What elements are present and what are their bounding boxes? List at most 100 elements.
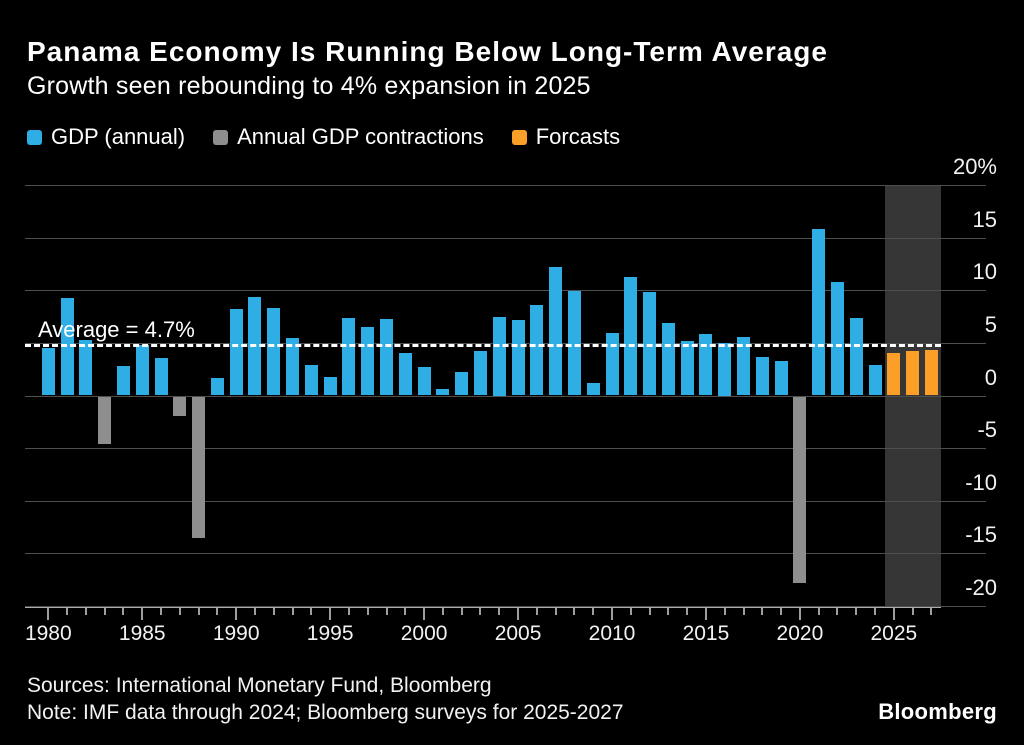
gdp-swatch-icon (27, 129, 42, 145)
gridline--10 (25, 500, 986, 502)
bar-2027 (924, 350, 938, 396)
bar-1999 (398, 353, 412, 396)
x-axis-label-2025: 2025 (870, 622, 918, 645)
bar-2001 (436, 389, 450, 396)
x-tick-1987 (178, 608, 181, 615)
bar-2023 (849, 317, 863, 396)
x-tick-2004 (498, 608, 501, 615)
gridline--20 (25, 606, 986, 607)
x-axis-label-2000: 2000 (400, 622, 448, 645)
bar-2000 (417, 367, 431, 396)
x-tick-2013 (667, 608, 670, 615)
x-tick-2015 (704, 608, 707, 620)
bar-1989 (210, 377, 224, 396)
legend-item-gdp: GDP (annual) (27, 124, 185, 150)
x-axis-ticks: 1980 1985 1990 1995 2000 2005 2010 2015 2020 2025 (25, 608, 965, 653)
footer-note: Note: IMF data through 2024; Bloomberg s… (27, 701, 624, 724)
bar-1986 (154, 357, 168, 396)
x-axis-label-2005: 2005 (494, 622, 542, 645)
x-tick-1996 (347, 608, 350, 615)
x-tick-1981 (66, 608, 69, 615)
x-tick-1988 (197, 608, 200, 615)
x-tick-2018 (761, 608, 764, 615)
bar-2020 (793, 396, 807, 583)
x-axis-label-1990: 1990 (212, 622, 260, 645)
y-axis-label-10: 10 (972, 259, 997, 285)
bar-1995 (323, 376, 337, 396)
x-tick-1991 (253, 608, 256, 615)
bar-2014 (680, 340, 694, 396)
bar-1992 (267, 308, 281, 396)
x-tick-1990 (235, 608, 238, 620)
x-tick-2007 (554, 608, 557, 615)
y-axis-label-0: 0 (984, 364, 997, 390)
x-tick-2022 (836, 608, 839, 615)
x-axis-label-2010: 2010 (588, 622, 636, 645)
y-axis-label-5: 5 (984, 311, 997, 337)
y-axis-label-20: 20% (952, 154, 997, 179)
x-tick-2021 (817, 608, 820, 615)
gridline-15 (25, 237, 986, 239)
x-tick-2027 (930, 608, 933, 615)
x-tick-1984 (122, 608, 125, 615)
bar-1987 (173, 396, 187, 417)
y-axis-label--15: -15 (965, 522, 997, 548)
x-tick-2016 (723, 608, 726, 615)
x-tick-2012 (648, 608, 651, 615)
x-tick-2006 (535, 608, 538, 615)
x-axis-label-1980: 1980 (24, 622, 72, 645)
bar-2026 (906, 351, 920, 396)
bar-1984 (116, 366, 130, 396)
gridline-20 (25, 185, 986, 186)
bar-1982 (79, 339, 93, 396)
bar-1983 (98, 396, 112, 444)
bar-2011 (624, 276, 638, 396)
average-label: Average = 4.7% (38, 317, 195, 343)
x-tick-2019 (780, 608, 783, 615)
x-tick-1995 (329, 608, 332, 620)
x-tick-1985 (141, 608, 144, 620)
plot-area: 20% 15 10 5 0 -5 -10 -15 -20 Average = 4.7% (25, 154, 997, 607)
bar-2012 (643, 292, 657, 396)
bar-1997 (361, 327, 375, 396)
x-tick-1994 (310, 608, 313, 615)
x-axis-label-2015: 2015 (682, 622, 730, 645)
page-subtitle: Growth seen rebounding to 4% expansion i… (27, 72, 591, 100)
bar-2021 (812, 229, 826, 396)
gridline--5 (25, 448, 986, 450)
bar-1985 (135, 344, 149, 396)
y-axis-label--20: -20 (965, 575, 997, 600)
x-tick-1989 (216, 608, 219, 615)
bar-2005 (511, 319, 525, 396)
x-tick-2009 (592, 608, 595, 615)
bar-2009 (586, 382, 600, 396)
x-tick-1986 (160, 608, 163, 615)
bar-2003 (473, 351, 487, 396)
x-tick-1999 (404, 608, 407, 615)
footer-sources: Sources: International Monetary Fund, Bl… (27, 674, 492, 697)
bar-1998 (380, 318, 394, 396)
x-tick-2017 (742, 608, 745, 615)
x-axis-label-1985: 1985 (118, 622, 166, 645)
x-tick-1982 (84, 608, 87, 615)
legend: GDP (annual) Annual GDP contractions For… (27, 124, 620, 150)
x-tick-2020 (798, 608, 801, 620)
gridline--15 (25, 553, 986, 555)
bar-2019 (774, 360, 788, 396)
x-tick-1983 (103, 608, 106, 615)
bar-1990 (229, 309, 243, 396)
y-axis-label--10: -10 (965, 469, 997, 495)
x-tick-2011 (629, 608, 632, 615)
bar-1994 (304, 364, 318, 396)
bar-1988 (192, 396, 206, 538)
x-tick-2005 (517, 608, 520, 620)
legend-item-contractions: Annual GDP contractions (213, 124, 484, 150)
forecast-swatch-icon (511, 129, 527, 145)
x-tick-2003 (479, 608, 482, 615)
x-tick-1998 (385, 608, 388, 615)
x-axis-line (25, 606, 941, 608)
x-tick-2000 (423, 608, 426, 620)
x-axis-label-2020: 2020 (776, 622, 824, 645)
bar-2015 (699, 334, 713, 396)
